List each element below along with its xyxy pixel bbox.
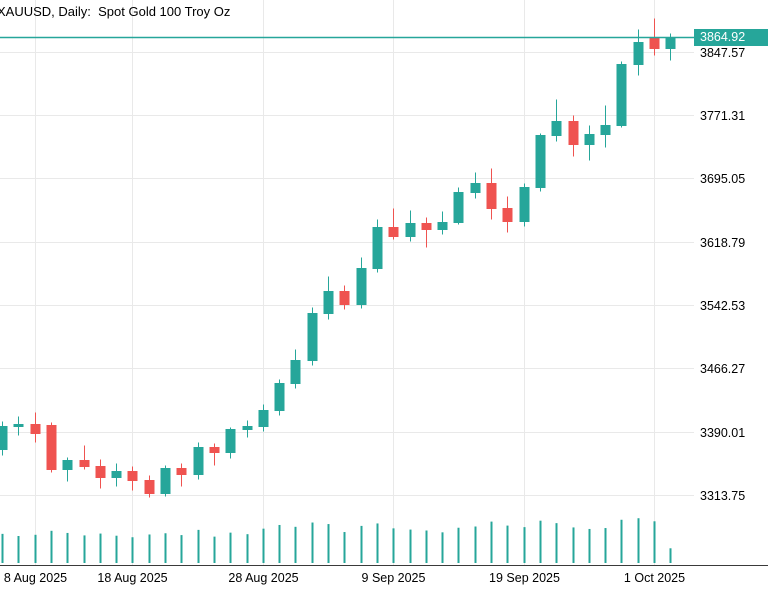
- candle-body: [193, 447, 204, 475]
- price-tick-label: 3542.53: [700, 298, 746, 313]
- time-axis-label: 8 Aug 2025: [3, 571, 68, 585]
- candle-body: [160, 468, 171, 494]
- candle-body: [502, 208, 513, 222]
- candle-body: [616, 64, 627, 126]
- candle-body: [0, 426, 8, 450]
- candle-body: [649, 37, 660, 49]
- candle-body: [13, 424, 24, 427]
- candle-body: [111, 471, 122, 478]
- price-tick-label: 3390.01: [700, 425, 746, 440]
- candle-body: [242, 426, 253, 430]
- time-axis-label: 28 Aug 2025: [228, 571, 299, 585]
- time-axis-label: 9 Sep 2025: [361, 571, 426, 585]
- candle-body: [46, 425, 57, 470]
- price-tick-label: 3618.79: [700, 235, 746, 250]
- price-tick-label: 3771.31: [700, 108, 746, 123]
- price-axis[interactable]: 3864.92 3847.57 3771.31 3695.05 3618.79 3542…: [694, 0, 768, 565]
- candle-body: [519, 187, 530, 222]
- candle-body: [437, 222, 448, 230]
- candle-body: [323, 291, 334, 314]
- candle-body: [584, 134, 595, 145]
- candle-body: [665, 37, 676, 49]
- candle-body: [30, 424, 41, 434]
- current-price-badge: 3864.92: [694, 28, 768, 46]
- candle-body: [421, 223, 432, 230]
- candle-body: [62, 460, 73, 470]
- candle-body: [453, 192, 464, 223]
- candle-body: [551, 121, 562, 136]
- time-axis[interactable]: 8 Aug 2025 18 Aug 2025 28 Aug 2025 9 Sep 20…: [0, 566, 768, 600]
- candle-body: [290, 360, 301, 384]
- candle-body: [405, 223, 416, 237]
- time-axis-label: 19 Sep 2025: [489, 571, 560, 585]
- candle-body: [388, 227, 399, 237]
- candle-body: [470, 183, 481, 193]
- candle-body: [176, 468, 187, 475]
- candle-body: [79, 460, 90, 467]
- candle-body: [372, 227, 383, 269]
- price-tick-label: 3466.27: [700, 361, 746, 376]
- candle-body: [258, 410, 269, 427]
- time-axis-label: 18 Aug 2025: [97, 571, 168, 585]
- candle-body: [633, 42, 644, 65]
- price-tick-label: 3847.57: [700, 45, 746, 60]
- candle-body: [95, 466, 106, 478]
- price-tick-label: 3695.05: [700, 171, 746, 186]
- chart-title: XAUUSD, Daily: Spot Gold 100 Troy Oz: [0, 4, 231, 19]
- price-tick-label: 3313.75: [700, 488, 746, 503]
- candle-body: [127, 471, 138, 481]
- candle-body: [339, 291, 350, 305]
- candle-body: [568, 121, 579, 145]
- candle-body: [209, 447, 220, 453]
- time-axis-label: 1 Oct 2025: [623, 571, 686, 585]
- candle-body: [535, 135, 546, 188]
- candle-body: [356, 268, 367, 305]
- candle-body: [225, 429, 236, 453]
- candle-body: [274, 383, 285, 411]
- candle-body: [307, 313, 318, 361]
- candle-body: [600, 125, 611, 135]
- candle-body: [144, 480, 155, 494]
- candle-body: [486, 183, 497, 209]
